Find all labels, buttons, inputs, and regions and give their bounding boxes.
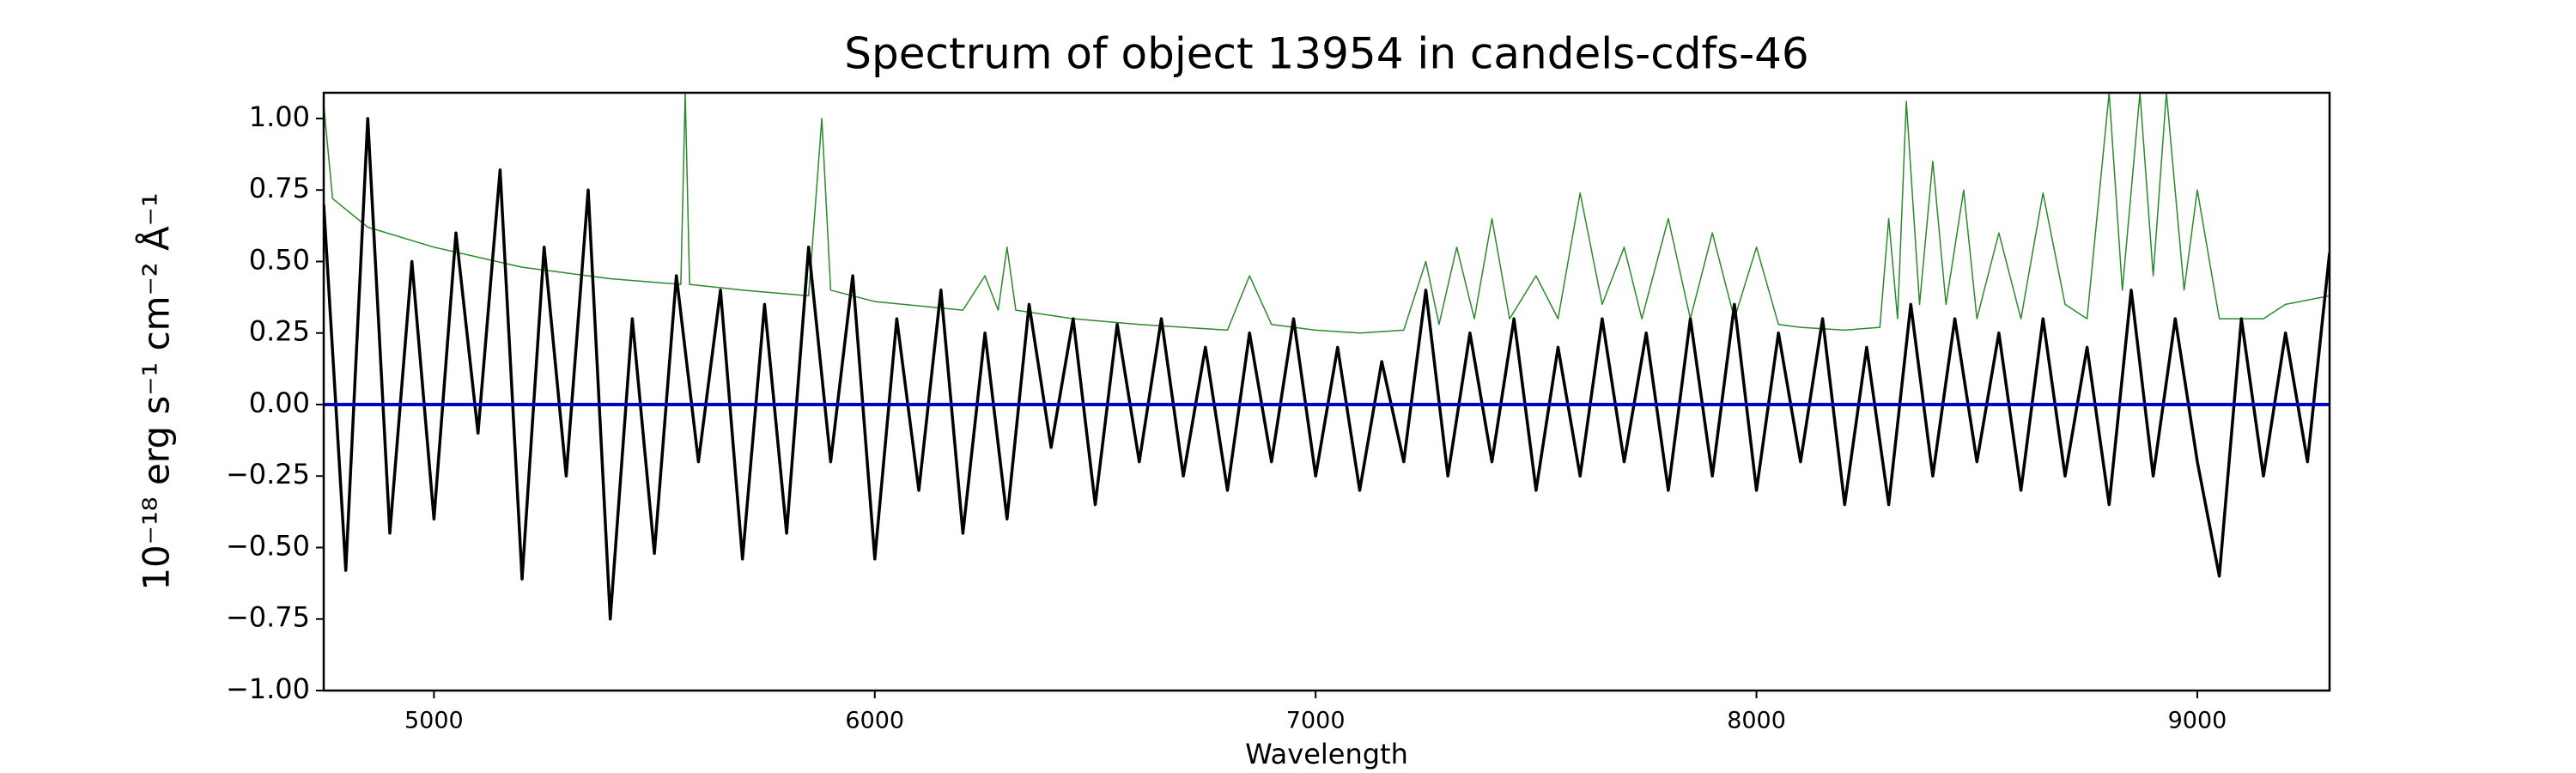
spectrum-line bbox=[324, 93, 2330, 334]
plot-area bbox=[324, 93, 2330, 621]
y-tick-label: 0.25 bbox=[249, 315, 310, 348]
y-tick-label: 0.00 bbox=[249, 386, 310, 419]
spectrum-line bbox=[324, 117, 2330, 621]
y-axis-label: 10⁻¹⁸ erg s⁻¹ cm⁻² Å⁻¹ bbox=[135, 192, 178, 590]
y-tick-label: −0.25 bbox=[226, 458, 310, 490]
x-tick-label: 5000 bbox=[404, 708, 464, 734]
x-tick-label: 8000 bbox=[1727, 708, 1786, 734]
y-tick-label: −1.00 bbox=[226, 673, 310, 705]
x-tick-label: 6000 bbox=[845, 708, 904, 734]
x-tick-label: 7000 bbox=[1286, 708, 1346, 734]
x-axis-label: Wavelength bbox=[1245, 738, 1408, 770]
y-tick-label: 0.50 bbox=[249, 243, 310, 276]
plot-frame bbox=[322, 91, 2331, 692]
y-tick-label: 1.00 bbox=[249, 100, 310, 133]
y-tick-label: −0.75 bbox=[226, 601, 310, 634]
x-tick-label: 9000 bbox=[2168, 708, 2227, 734]
y-tick-label: 0.75 bbox=[249, 172, 310, 204]
y-tick-label: −0.50 bbox=[226, 529, 310, 562]
chart-title: Spectrum of object 13954 in candels-cdfs… bbox=[844, 29, 1809, 79]
